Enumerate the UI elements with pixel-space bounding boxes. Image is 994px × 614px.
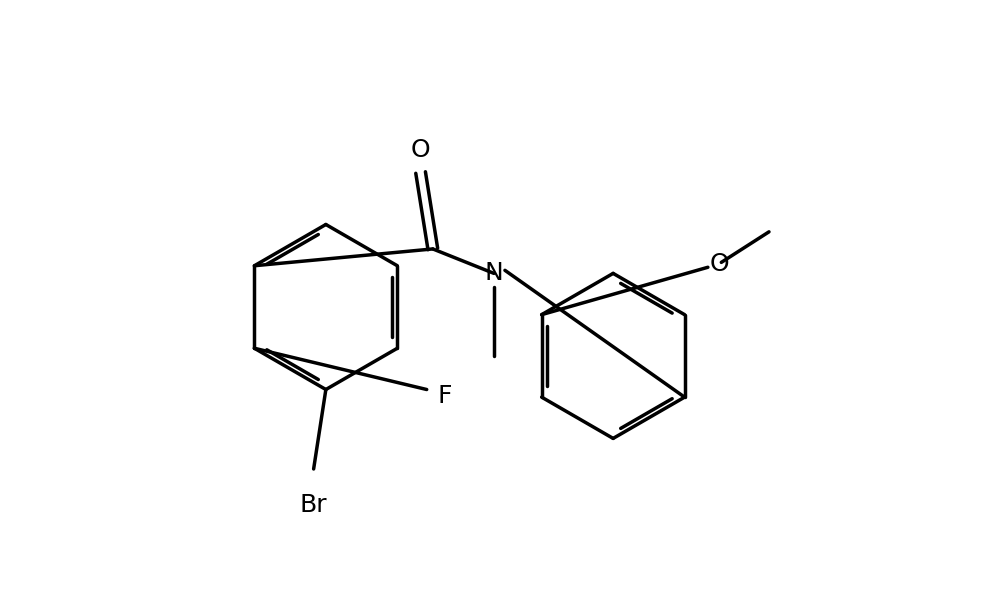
Text: N: N	[484, 262, 503, 286]
Text: O: O	[411, 138, 430, 161]
Text: O: O	[710, 252, 730, 276]
Text: Br: Br	[300, 494, 327, 518]
Text: F: F	[437, 384, 452, 408]
